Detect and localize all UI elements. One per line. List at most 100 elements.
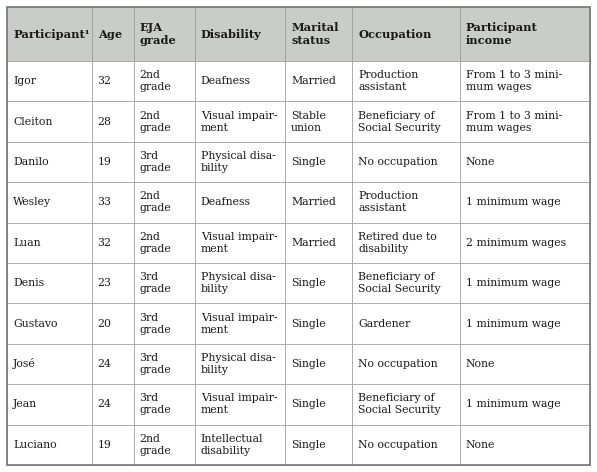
Text: Production
assistant: Production assistant	[358, 192, 418, 213]
Bar	[460, 101, 590, 142]
Text: Stable
union: Stable union	[291, 110, 326, 133]
Bar	[352, 263, 460, 303]
Text: 2nd
grade: 2nd grade	[140, 232, 171, 254]
Bar	[195, 223, 285, 263]
Bar	[195, 263, 285, 303]
Bar	[92, 344, 134, 384]
Text: 1 minimum wage: 1 minimum wage	[466, 197, 561, 207]
Bar	[92, 424, 134, 465]
Bar	[7, 223, 92, 263]
Text: Physical disa-
bility: Physical disa- bility	[201, 151, 275, 173]
Bar	[92, 7, 134, 61]
Text: Luan: Luan	[13, 238, 41, 248]
Text: 2 minimum wages: 2 minimum wages	[466, 238, 566, 248]
Bar	[7, 101, 92, 142]
Bar	[7, 263, 92, 303]
Bar	[460, 7, 590, 61]
Text: None: None	[466, 157, 496, 167]
Bar	[134, 344, 195, 384]
Bar	[352, 7, 460, 61]
Bar	[92, 263, 134, 303]
Text: Physical disa-
bility: Physical disa- bility	[201, 272, 275, 294]
Bar	[195, 384, 285, 424]
Text: 24: 24	[98, 399, 112, 409]
Text: 23: 23	[98, 278, 112, 288]
Bar	[92, 384, 134, 424]
Bar	[7, 303, 92, 344]
Text: No occupation: No occupation	[358, 359, 438, 369]
Text: Visual impair-
ment: Visual impair- ment	[201, 312, 277, 335]
Bar	[460, 384, 590, 424]
Bar	[134, 384, 195, 424]
Text: Married: Married	[291, 197, 336, 207]
Text: Denis: Denis	[13, 278, 44, 288]
Text: Deafness: Deafness	[201, 76, 251, 86]
Text: From 1 to 3 mini-
mum wages: From 1 to 3 mini- mum wages	[466, 110, 562, 133]
Bar	[134, 303, 195, 344]
Bar	[195, 142, 285, 182]
Bar	[460, 303, 590, 344]
Text: Deafness: Deafness	[201, 197, 251, 207]
Bar	[7, 182, 92, 223]
Text: 1 minimum wage: 1 minimum wage	[466, 278, 561, 288]
Bar	[460, 424, 590, 465]
Bar	[285, 61, 352, 101]
Text: Luciano: Luciano	[13, 440, 57, 450]
Bar	[285, 424, 352, 465]
Text: Single: Single	[291, 399, 326, 409]
Text: Production
assistant: Production assistant	[358, 70, 418, 93]
Bar	[134, 7, 195, 61]
Text: 1 minimum wage: 1 minimum wage	[466, 319, 561, 329]
Bar	[352, 384, 460, 424]
Text: 3rd
grade: 3rd grade	[140, 393, 171, 415]
Bar	[352, 424, 460, 465]
Bar	[285, 263, 352, 303]
Bar	[92, 182, 134, 223]
Bar	[460, 182, 590, 223]
Text: From 1 to 3 mini-
mum wages: From 1 to 3 mini- mum wages	[466, 70, 562, 93]
Text: 2nd
grade: 2nd grade	[140, 110, 171, 133]
Text: 32: 32	[98, 238, 112, 248]
Text: 32: 32	[98, 76, 112, 86]
Bar	[195, 61, 285, 101]
Bar	[134, 263, 195, 303]
Bar	[460, 344, 590, 384]
Bar	[7, 142, 92, 182]
Text: Age: Age	[98, 29, 122, 40]
Bar	[92, 142, 134, 182]
Bar	[7, 424, 92, 465]
Bar	[195, 7, 285, 61]
Text: Single: Single	[291, 157, 326, 167]
Bar	[92, 101, 134, 142]
Bar	[7, 384, 92, 424]
Text: Participant
income: Participant income	[466, 22, 538, 46]
Bar	[134, 142, 195, 182]
Text: Intellectual
disability: Intellectual disability	[201, 434, 263, 456]
Bar	[195, 303, 285, 344]
Bar	[7, 344, 92, 384]
Text: Danilo: Danilo	[13, 157, 49, 167]
Bar	[460, 142, 590, 182]
Bar	[195, 424, 285, 465]
Bar	[7, 61, 92, 101]
Bar	[92, 61, 134, 101]
Text: Cleiton: Cleiton	[13, 117, 53, 126]
Text: Physical disa-
bility: Physical disa- bility	[201, 353, 275, 375]
Text: 3rd
grade: 3rd grade	[140, 272, 171, 294]
Bar	[92, 303, 134, 344]
Bar	[7, 7, 92, 61]
Bar	[285, 384, 352, 424]
Bar	[285, 344, 352, 384]
Text: Single: Single	[291, 319, 326, 329]
Text: Single: Single	[291, 440, 326, 450]
Text: Married: Married	[291, 76, 336, 86]
Bar	[352, 101, 460, 142]
Text: Single: Single	[291, 359, 326, 369]
Bar	[285, 101, 352, 142]
Text: 3rd
grade: 3rd grade	[140, 312, 171, 335]
Bar	[460, 223, 590, 263]
Bar	[195, 344, 285, 384]
Text: 33: 33	[98, 197, 112, 207]
Text: Jean: Jean	[13, 399, 37, 409]
Text: Participant¹: Participant¹	[13, 29, 90, 40]
